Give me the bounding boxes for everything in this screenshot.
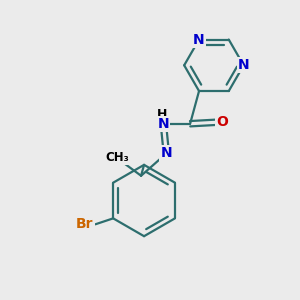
Text: O: O	[216, 115, 228, 129]
Text: H: H	[157, 108, 167, 121]
Text: N: N	[158, 117, 169, 131]
Text: N: N	[160, 146, 172, 161]
Text: Br: Br	[76, 217, 94, 231]
Text: N: N	[238, 58, 249, 72]
Text: CH₃: CH₃	[105, 152, 129, 164]
Text: N: N	[193, 33, 205, 46]
